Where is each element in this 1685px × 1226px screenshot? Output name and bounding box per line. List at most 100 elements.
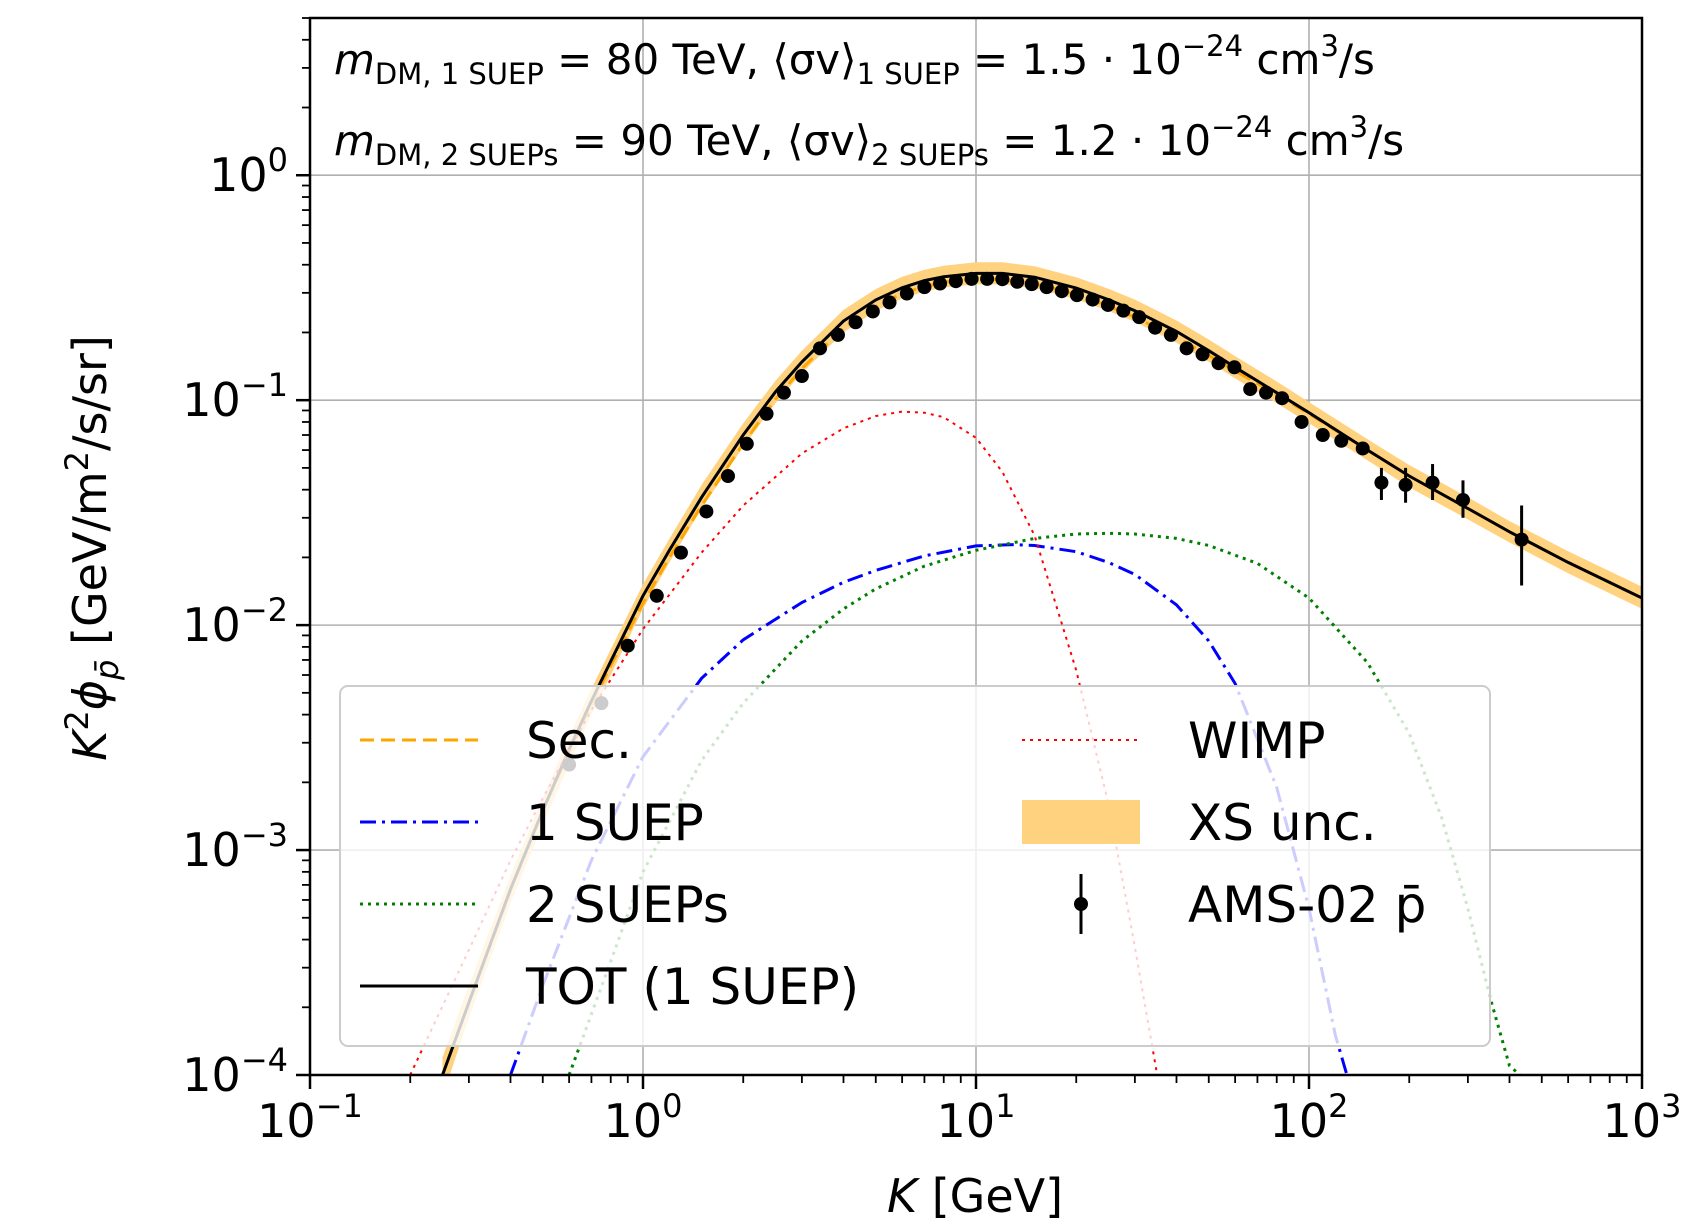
- annotation-1-xs-exp: −24: [1182, 29, 1243, 63]
- y-tick-label: 10−4: [182, 1041, 288, 1102]
- data-marker: [673, 545, 688, 560]
- data-marker: [1227, 360, 1242, 375]
- data-point: [830, 327, 845, 342]
- y-tick-exp: 0: [268, 141, 288, 179]
- data-point: [776, 385, 791, 400]
- data-marker: [649, 588, 664, 603]
- data-marker: [1514, 532, 1529, 547]
- data-point: [1116, 303, 1131, 318]
- data-marker: [1315, 428, 1330, 443]
- data-point: [1425, 464, 1440, 500]
- data-point: [948, 274, 963, 289]
- annotation-2-mass: = 90 TeV, ⟨σv⟩: [558, 116, 871, 165]
- data-point: [1085, 292, 1100, 307]
- data-point: [1374, 467, 1389, 500]
- data-marker: [1294, 414, 1309, 429]
- legend-item: TOT (1 SUEP): [360, 958, 859, 1016]
- data-point: [882, 295, 897, 310]
- data-marker: [1243, 382, 1258, 397]
- data-point: [1024, 277, 1039, 292]
- annotation-2-sv-sub: 2 SUEPs: [871, 138, 989, 172]
- data-marker: [899, 286, 914, 301]
- data-marker: [948, 274, 963, 289]
- annotation-1-mass: = 80 TeV, ⟨σv⟩: [544, 35, 857, 84]
- data-point: [739, 436, 754, 451]
- annotation-2-sueps: mDM, 2 SUEPs = 90 TeV, ⟨σv⟩2 SUEPs = 1.2…: [334, 110, 1404, 172]
- data-point: [1195, 347, 1210, 362]
- data-marker: [964, 271, 979, 286]
- data-marker: [794, 369, 809, 384]
- x-axis-title: K [GeV]: [887, 1169, 1063, 1223]
- data-point: [673, 545, 688, 560]
- y-axis-title-unit: [GeV/m: [63, 471, 117, 659]
- annotation-2-unit-exp: 3: [1350, 110, 1368, 144]
- x-tick-label: 102: [1270, 1087, 1349, 1148]
- data-marker: [1116, 303, 1131, 318]
- data-marker: [759, 406, 774, 421]
- legend-label: WIMP: [1188, 712, 1325, 770]
- data-point: [899, 286, 914, 301]
- x-tick-base: 10: [257, 1094, 316, 1148]
- legend-swatch-marker: [1074, 897, 1088, 911]
- annotation-2-xs-exp: −24: [1211, 110, 1272, 144]
- annotation-2-xs: = 1.2 · 10: [989, 116, 1211, 165]
- data-marker: [1039, 280, 1054, 295]
- data-marker: [1398, 477, 1413, 492]
- data-marker: [995, 272, 1010, 287]
- data-marker: [1211, 356, 1226, 371]
- y-tick-label: 100: [209, 141, 288, 202]
- annotation-1-m-sub: DM, 1 SUEP: [375, 57, 544, 91]
- legend-label: XS unc.: [1188, 794, 1377, 852]
- data-point: [1398, 467, 1413, 503]
- legend-item: WIMP: [1022, 712, 1325, 770]
- data-marker: [1010, 274, 1025, 289]
- data-point: [1275, 391, 1290, 406]
- legend-swatch: [1022, 800, 1140, 844]
- data-marker: [699, 504, 714, 519]
- y-tick-label: 10−1: [182, 366, 288, 427]
- y-axis-title-unit-exp: 2: [58, 451, 96, 471]
- data-point: [1334, 433, 1349, 448]
- x-axis-title-symbol: K: [887, 1169, 921, 1223]
- data-point: [1148, 320, 1163, 335]
- x-tick-base: 10: [1603, 1094, 1662, 1148]
- data-point: [865, 304, 880, 319]
- data-marker: [1334, 433, 1349, 448]
- data-marker: [1455, 492, 1470, 507]
- data-marker: [1085, 292, 1100, 307]
- x-tick-exp: −1: [316, 1087, 363, 1125]
- annotation-2-m-sub: DM, 2 SUEPs: [375, 138, 559, 172]
- data-marker: [1163, 327, 1178, 342]
- data-point: [1315, 428, 1330, 443]
- annotation-1-m: m: [334, 35, 375, 84]
- data-point: [699, 504, 714, 519]
- data-marker: [865, 304, 880, 319]
- data-point: [812, 341, 827, 356]
- x-axis-title-unit: [GeV]: [917, 1169, 1063, 1223]
- legend-label: 2 SUEPs: [526, 876, 729, 934]
- x-tick-exp: 3: [1661, 1087, 1681, 1125]
- data-marker: [776, 385, 791, 400]
- data-point: [980, 271, 995, 286]
- data-marker: [1148, 320, 1163, 335]
- data-point: [848, 315, 863, 330]
- data-point: [1227, 360, 1242, 375]
- y-axis-title: K2ϕp̄ [GeV/m2/s/sr]: [58, 335, 126, 761]
- data-point: [1259, 385, 1274, 400]
- y-tick-exp: −1: [241, 366, 288, 404]
- y-tick-base: 10: [182, 1048, 241, 1102]
- data-point: [794, 369, 809, 384]
- legend: Sec. 1 SUEP 2 SUEPs TOT (1 SUEP) WIMP XS unc.…: [339, 685, 1491, 1047]
- data-point: [1163, 327, 1178, 342]
- data-marker: [917, 280, 932, 295]
- data-point: [1294, 414, 1309, 429]
- data-point: [917, 280, 932, 295]
- annotation-2-unit: cm: [1272, 116, 1349, 165]
- legend-item: AMS-02 p̄: [1074, 874, 1426, 934]
- data-marker: [739, 436, 754, 451]
- data-point: [995, 272, 1010, 287]
- x-tick-label: 100: [604, 1087, 683, 1148]
- annotation-2-m: m: [334, 116, 375, 165]
- y-axis-title-unit-end: /s/sr]: [63, 335, 117, 451]
